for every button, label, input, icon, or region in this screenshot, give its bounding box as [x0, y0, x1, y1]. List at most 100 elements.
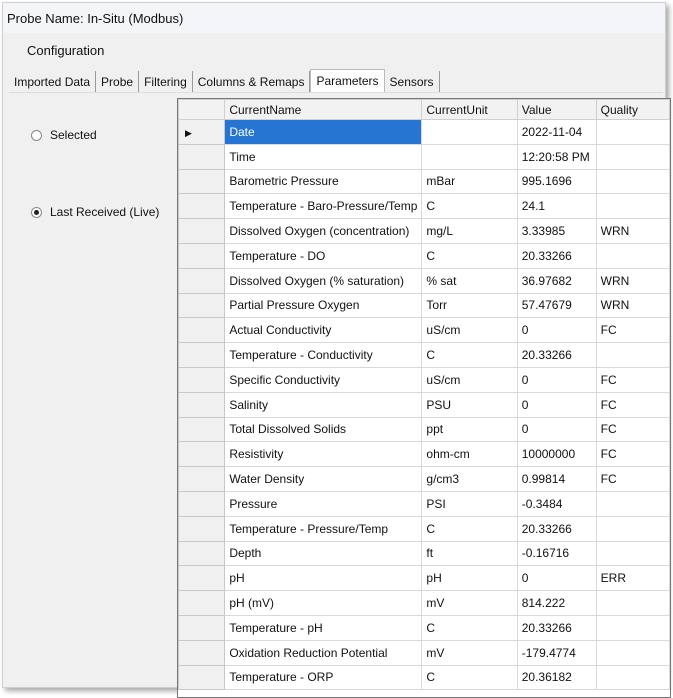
cell-unit[interactable]: ft	[421, 540, 518, 567]
cell-unit[interactable]: C	[421, 242, 518, 269]
table-row[interactable]: Resistivity ohm-cm 10000000 FC	[178, 441, 670, 468]
cell-unit[interactable]: C	[421, 515, 518, 542]
cell-value[interactable]: 995.1696	[516, 168, 597, 195]
configuration-menu[interactable]: Configuration	[27, 43, 105, 58]
row-header[interactable]	[178, 664, 226, 691]
cell-name[interactable]: Partial Pressure Oxygen	[224, 292, 423, 319]
cell-name[interactable]: Temperature - ORP	[224, 664, 423, 691]
row-header[interactable]	[178, 515, 226, 542]
row-header[interactable]	[178, 168, 226, 195]
row-header[interactable]	[178, 218, 226, 244]
cell-quality[interactable]	[595, 540, 670, 567]
tab-filtering[interactable]: Filtering	[139, 71, 193, 93]
table-row[interactable]: Specific Conductivity uS/cm 0 FC	[178, 366, 670, 393]
row-header[interactable]	[178, 639, 226, 666]
row-header[interactable]	[178, 366, 226, 393]
cell-unit[interactable]: mV	[421, 590, 518, 616]
cell-name[interactable]: pH (mV)	[224, 590, 423, 616]
row-header[interactable]	[178, 292, 226, 319]
cell-unit[interactable]: PSU	[421, 391, 518, 418]
cell-name[interactable]: Barometric Pressure	[224, 168, 423, 195]
cell-quality[interactable]: FC	[595, 366, 670, 393]
cell-value[interactable]: 20.33266	[516, 515, 597, 542]
cell-quality[interactable]: ERR	[595, 565, 670, 592]
cell-quality[interactable]: WRN	[595, 218, 670, 244]
table-row[interactable]: Temperature - DO C 20.33266	[178, 242, 670, 269]
row-header[interactable]	[178, 242, 226, 269]
cell-unit[interactable]	[421, 143, 518, 170]
cell-quality[interactable]: FC	[595, 466, 670, 492]
cell-quality[interactable]	[595, 639, 670, 666]
cell-quality[interactable]: FC	[595, 317, 670, 344]
cell-quality[interactable]: FC	[595, 416, 670, 443]
table-row[interactable]: pH pH 0 ERR	[178, 565, 670, 592]
cell-value[interactable]: 3.33985	[516, 218, 597, 244]
cell-name[interactable]: Total Dissolved Solids	[224, 416, 423, 443]
table-row[interactable]: Temperature - pH C 20.33266	[178, 614, 670, 641]
cell-unit[interactable]: PSI	[421, 490, 518, 517]
row-header[interactable]	[178, 317, 226, 344]
cell-value[interactable]: -0.3484	[516, 490, 597, 517]
cell-unit[interactable]: C	[421, 193, 518, 220]
cell-value[interactable]: 20.33266	[516, 242, 597, 269]
cell-value[interactable]: 0.99814	[516, 466, 597, 492]
cell-value[interactable]: 20.33266	[516, 614, 597, 641]
cell-value[interactable]: 814.222	[516, 590, 597, 616]
last-received-live-radio[interactable]: Last Received (Live)	[31, 205, 159, 219]
radio-button-icon[interactable]	[31, 206, 42, 218]
cell-unit[interactable]: C	[421, 342, 518, 368]
row-header[interactable]	[178, 193, 226, 220]
cell-value[interactable]: 20.33266	[516, 342, 597, 368]
cell-name[interactable]: Oxidation Reduction Potential	[224, 639, 423, 666]
table-row[interactable]: ▶ Date 2022-11-04	[178, 119, 670, 145]
cell-unit[interactable]: ppt	[421, 416, 518, 443]
cell-name[interactable]: Temperature - pH	[224, 614, 423, 641]
column-header-value[interactable]: Value	[516, 99, 597, 120]
cell-name[interactable]: Resistivity	[224, 441, 423, 468]
table-row[interactable]: Dissolved Oxygen (concentration) mg/L 3.33…	[178, 218, 670, 244]
tab-columns-remaps[interactable]: Columns & Remaps	[193, 71, 311, 93]
cell-quality[interactable]	[595, 614, 670, 641]
cell-unit[interactable]: mV	[421, 639, 518, 666]
table-row[interactable]: Dissolved Oxygen (% saturation)% sat 36.9…	[178, 267, 670, 294]
cell-quality[interactable]	[595, 242, 670, 269]
cell-name[interactable]: Temperature - Baro-Pressure/Temp	[224, 193, 423, 220]
cell-value[interactable]: 10000000	[516, 441, 597, 468]
cell-name[interactable]: Pressure	[224, 490, 423, 517]
cell-unit[interactable]: uS/cm	[421, 366, 518, 393]
row-header[interactable]	[178, 342, 226, 368]
column-header-currentname[interactable]: CurrentName	[224, 99, 423, 120]
row-header[interactable]	[178, 614, 226, 641]
cell-quality[interactable]	[595, 515, 670, 542]
table-row[interactable]: Depth ft -0.16716	[178, 540, 670, 567]
cell-quality[interactable]: WRN	[595, 267, 670, 294]
cell-unit[interactable]	[421, 119, 518, 145]
table-row[interactable]: Barometric Pressure mBar 995.1696	[178, 168, 670, 195]
selected-radio[interactable]: Selected	[31, 128, 97, 142]
cell-unit[interactable]: C	[421, 664, 518, 691]
table-row[interactable]: Temperature - ORP C 20.36182	[178, 664, 670, 691]
cell-quality[interactable]	[595, 119, 670, 145]
row-header[interactable]	[178, 391, 226, 418]
radio-button-icon[interactable]	[31, 129, 42, 141]
tab-sensors[interactable]: Sensors	[385, 71, 440, 93]
cell-quality[interactable]	[595, 193, 670, 220]
cell-value[interactable]: 20.36182	[516, 664, 597, 691]
cell-value[interactable]: 2022-11-04	[516, 119, 597, 145]
table-row[interactable]: Temperature - Conductivity C 20.33266	[178, 342, 670, 368]
table-row[interactable]: Water Density g/cm3 0.99814 FC	[178, 466, 670, 492]
cell-unit[interactable]: Torr	[421, 292, 518, 319]
row-header[interactable]	[178, 590, 226, 616]
row-header[interactable]	[178, 143, 226, 170]
cell-quality[interactable]	[595, 168, 670, 195]
cell-name[interactable]: Temperature - Pressure/Temp	[224, 515, 423, 542]
cell-unit[interactable]: uS/cm	[421, 317, 518, 344]
row-header[interactable]	[178, 441, 226, 468]
row-header[interactable]	[178, 490, 226, 517]
cell-quality[interactable]	[595, 664, 670, 691]
row-header[interactable]	[178, 267, 226, 294]
table-row[interactable]: Total Dissolved Solids ppt 0 FC	[178, 416, 670, 443]
cell-unit[interactable]: % sat	[421, 267, 518, 294]
table-row[interactable]: Salinity PSU 0 FC	[178, 391, 670, 418]
tab-imported-data[interactable]: Imported Data	[9, 71, 97, 93]
